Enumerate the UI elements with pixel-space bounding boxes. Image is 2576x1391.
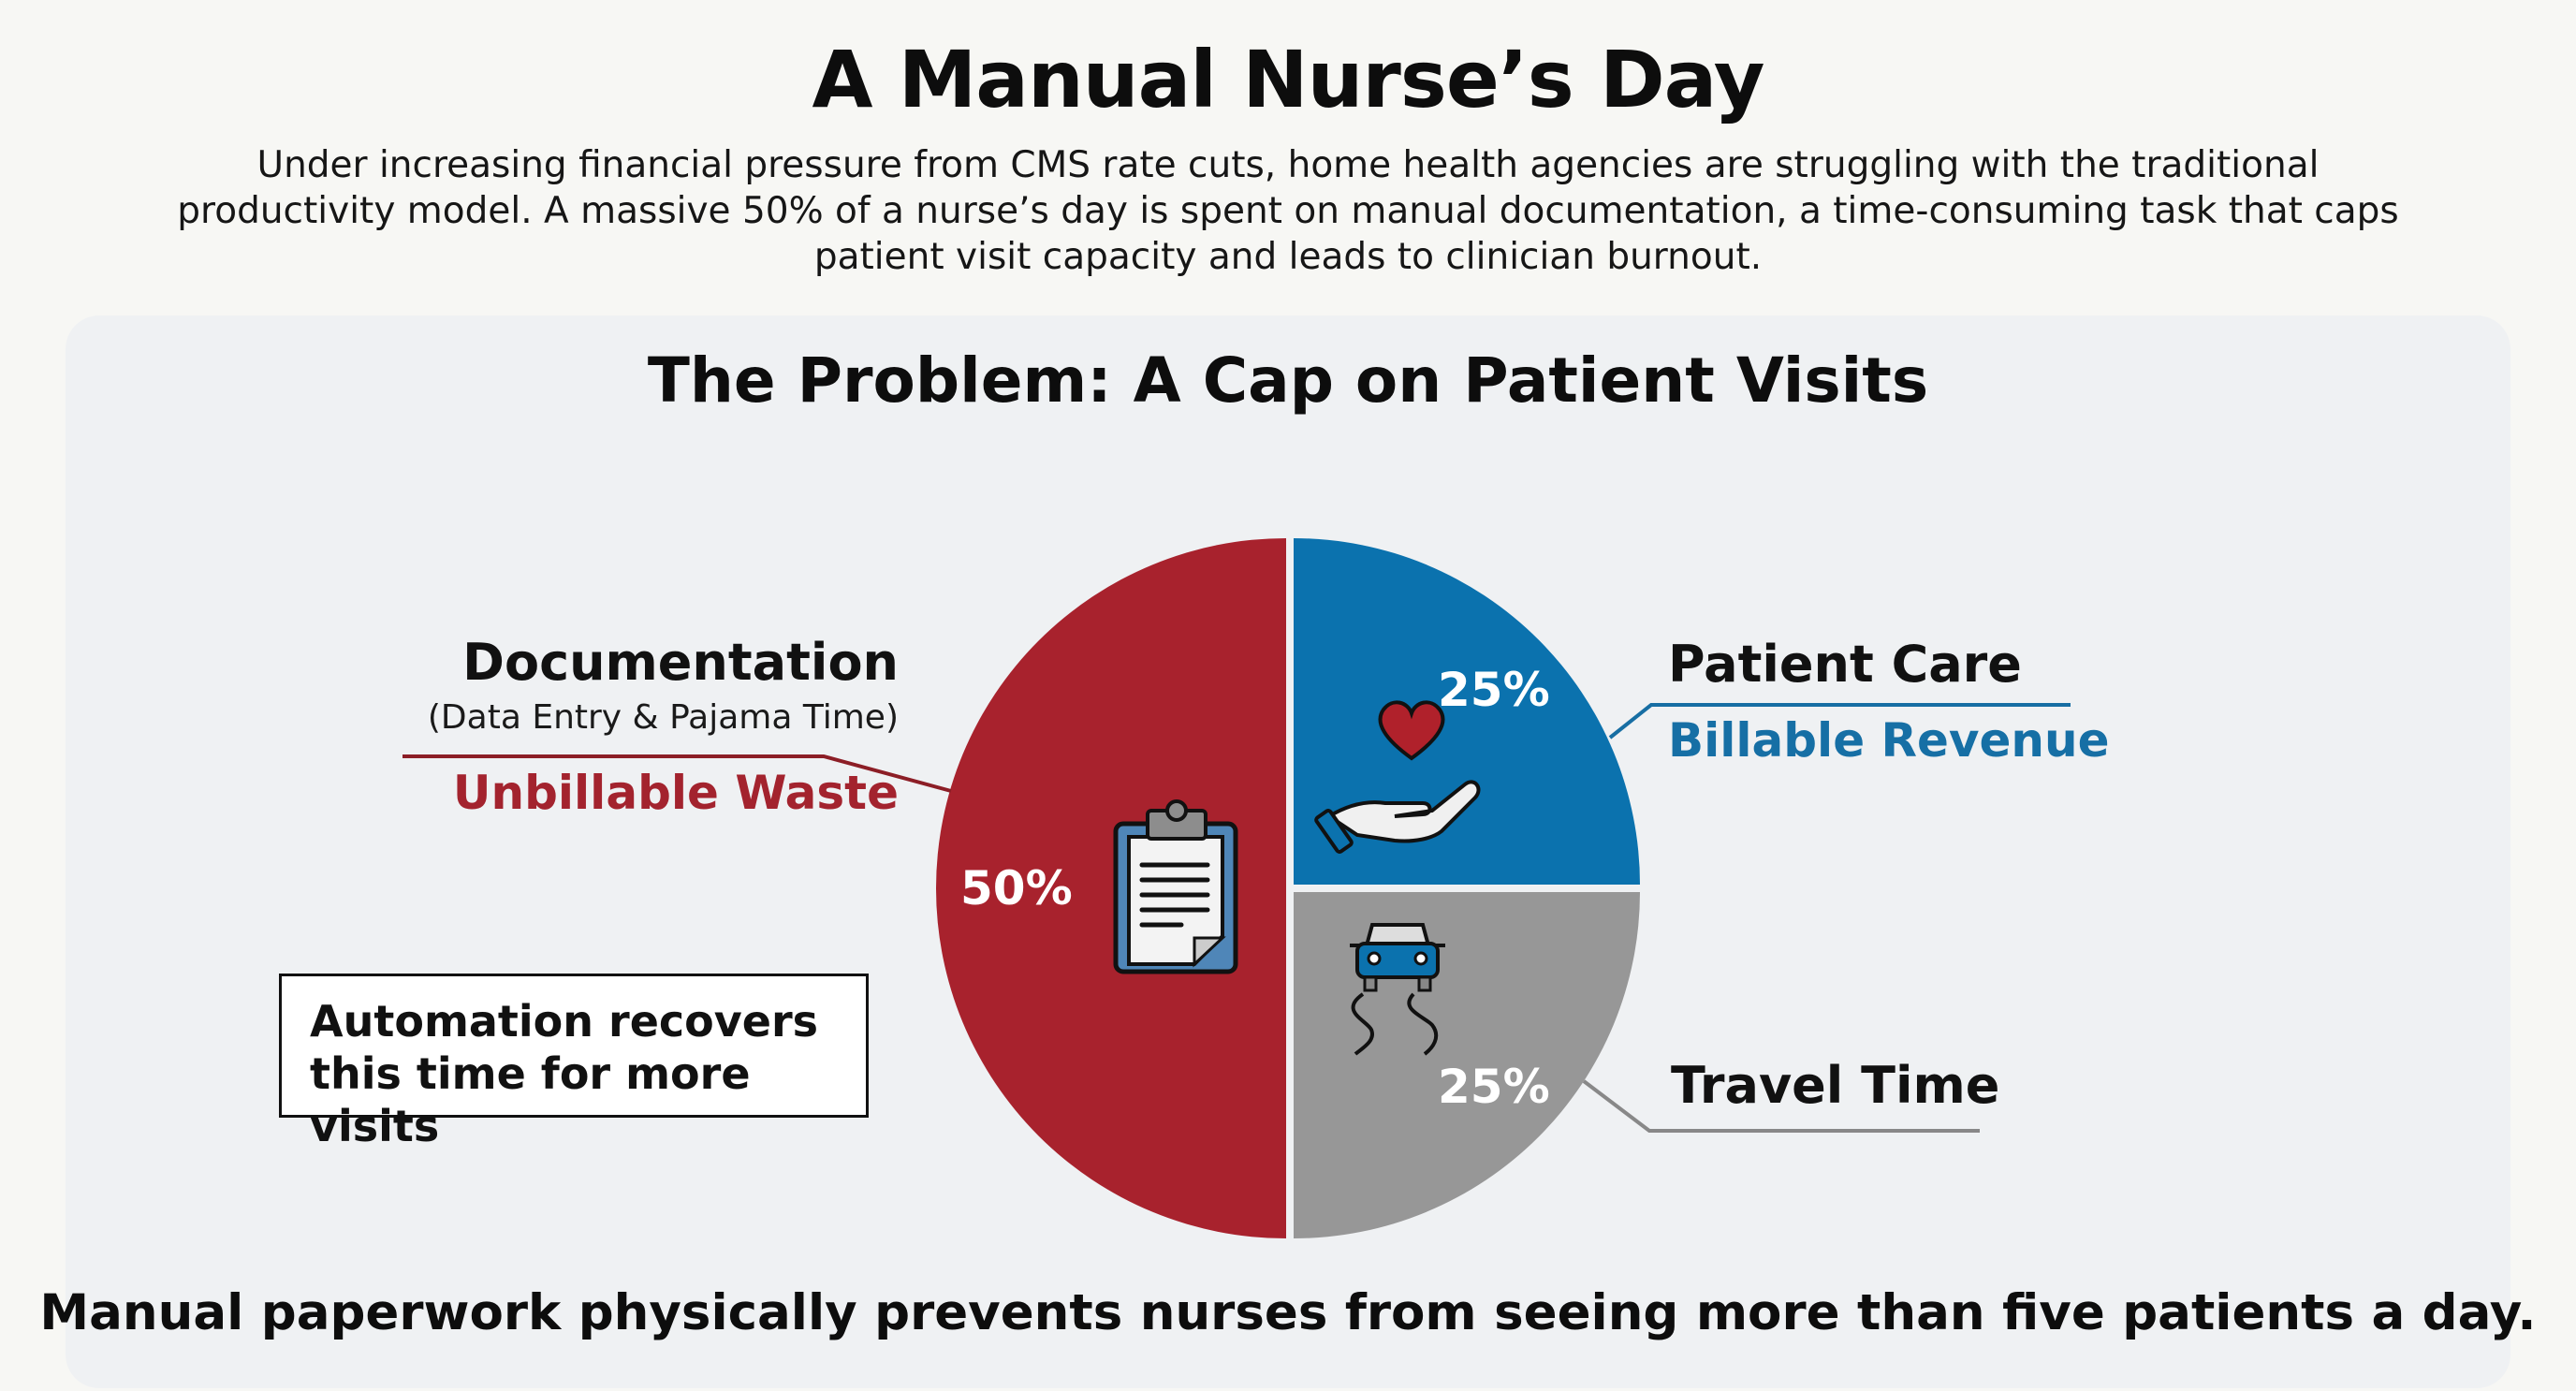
patient-care-leader-line [1608,703,2071,739]
panel-title: The Problem: A Cap on Patient Visits [647,344,1929,417]
documentation-tag: Unbillable Waste [452,766,899,820]
page-subtitle: Under increasing financial pressure from… [177,144,2399,278]
car-road-icon [1350,923,1445,1056]
pie-slice-documentation [936,538,1286,1238]
patient-care-label: Patient Care [1668,635,2022,694]
documentation-percent: 50% [960,861,1073,915]
callout-line-2: this time for more visits [310,1048,751,1151]
pie-slice-patient-care [1294,538,1640,885]
patient-care-tag: Billable Revenue [1668,713,2110,768]
page-title: A Manual Nurse’s Day [812,34,1764,125]
automation-callout: Automation recovers this time for more v… [279,974,869,1151]
clipboard-icon [1113,799,1238,974]
documentation-sublabel: (Data Entry & Pajama Time) [427,698,899,737]
documentation-label: Documentation [462,633,899,692]
callout-line-1: Automation recovers [310,996,819,1047]
patient-care-percent: 25% [1438,663,1550,717]
travel-label: Travel Time [1671,1056,2000,1115]
travel-percent: 25% [1438,1060,1550,1114]
documentation-leader-line [402,754,952,793]
travel-leader-line [1582,1079,1980,1133]
chart-caption: Manual paperwork physically prevents nur… [39,1284,2537,1341]
heart-hand-icon [1314,700,1481,855]
chart-panel [66,315,2510,1388]
